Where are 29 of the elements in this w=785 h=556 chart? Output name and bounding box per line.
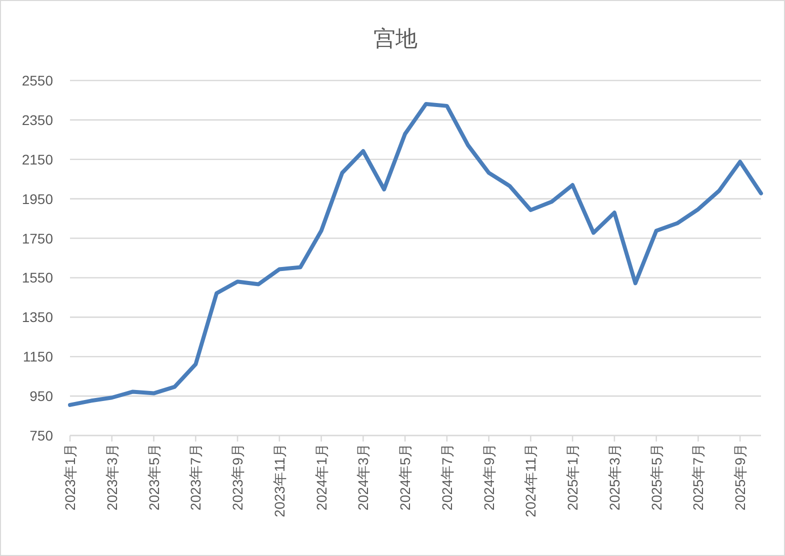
- y-tick-label: 1750: [22, 230, 54, 246]
- x-tick-label: 2023年5月: [146, 444, 162, 510]
- x-tick-label: 2023年11月: [271, 444, 288, 518]
- x-tick-label: 2025年1月: [564, 444, 581, 510]
- x-tick-label: 2025年7月: [690, 444, 706, 510]
- x-tick-label: 2024年9月: [480, 444, 497, 510]
- y-tick-label: 2150: [22, 151, 54, 168]
- y-tick-label: 2350: [22, 112, 54, 128]
- y-tick-label: 1150: [22, 348, 54, 365]
- x-tick-label: 2025年9月: [732, 444, 748, 510]
- x-tick-label: 2024年3月: [355, 444, 372, 510]
- x-tick-label: 2024年11月: [522, 444, 539, 518]
- x-tick-label: 2024年5月: [397, 444, 414, 510]
- x-tick-label: 2025年5月: [648, 444, 664, 510]
- x-tick-label: 2023年3月: [104, 444, 120, 510]
- x-tick-label: 2025年3月: [606, 444, 622, 510]
- y-tick-label: 750: [30, 428, 54, 444]
- line-series: [68, 102, 763, 407]
- chart-title: 宫地: [374, 26, 418, 51]
- y-tick-label: 1950: [22, 190, 54, 207]
- y-tick-label: 950: [30, 388, 54, 404]
- x-tick-label: 2023年1月: [62, 444, 78, 510]
- y-tick-label: 2550: [22, 72, 54, 88]
- x-tick-label: 2023年7月: [188, 444, 204, 510]
- x-tick-label: 2023年9月: [230, 444, 246, 510]
- x-tick-label: 2024年1月: [313, 444, 330, 510]
- y-tick-label: 1350: [22, 309, 54, 326]
- y-tick-label: 1550: [22, 270, 54, 286]
- x-tick-label: 2024年7月: [438, 444, 455, 510]
